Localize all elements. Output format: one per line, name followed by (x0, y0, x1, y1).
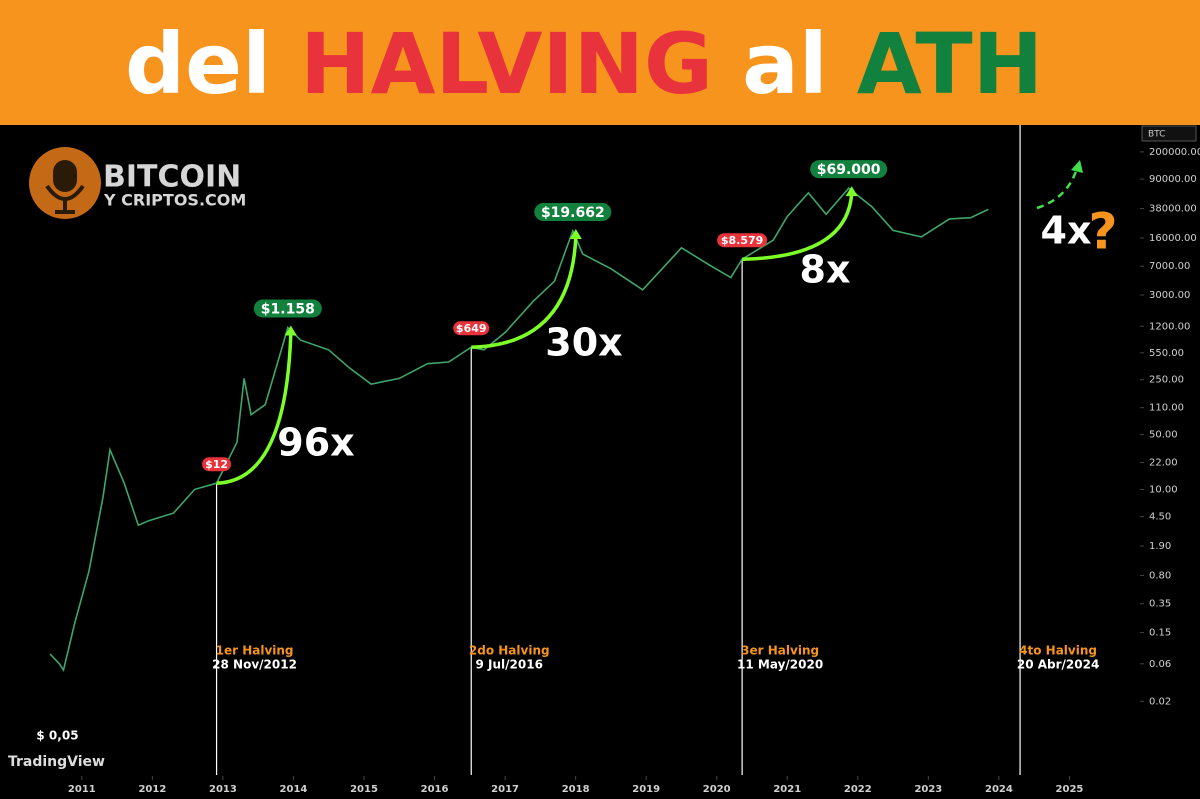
low-label: $ 0,05 (36, 729, 78, 743)
price-label: $1.158 (261, 301, 315, 317)
halving-name: 4to Halving (1019, 644, 1097, 658)
x-tick-label: 2018 (562, 784, 590, 795)
growth-arrow (742, 194, 854, 261)
multiplier: 96x (277, 421, 354, 465)
y-tick-label: 10.00 (1149, 484, 1178, 495)
x-tick-label: 2021 (773, 784, 801, 795)
x-tick-label: 2013 (209, 784, 237, 795)
growth-arrow (216, 333, 293, 485)
y-tick-label: 3000.00 (1149, 290, 1190, 301)
price-pill (810, 160, 888, 179)
logo-subtext: Y CRIPTOS.COM (103, 191, 246, 210)
x-tick-label: 2019 (632, 784, 660, 795)
y-tick-label: 4.50 (1149, 512, 1171, 523)
x-tick-label: 2016 (421, 784, 449, 795)
x-tick-label: 2023 (914, 784, 942, 795)
title-part: ATH (857, 15, 1043, 113)
y-tick-label: 7000.00 (1149, 261, 1190, 272)
y-tick-label: 1200.00 (1149, 321, 1190, 332)
x-tick-label: 2024 (985, 784, 1013, 795)
price-pill (253, 299, 322, 318)
y-tick-label: 0.02 (1149, 696, 1171, 707)
multiplier: 30x (545, 321, 622, 365)
price-label: $649 (456, 322, 487, 335)
price-pill (202, 457, 232, 472)
price-line (49, 187, 989, 672)
logo-stand (45, 184, 85, 214)
x-tick-label: 2014 (280, 784, 308, 795)
x-tick-label: 2017 (491, 784, 519, 795)
title-part: al (742, 15, 827, 113)
halving-date: 9 Jul/2016 (476, 658, 543, 672)
halving-name: 1er Halving (216, 644, 294, 658)
growth-arrow (471, 236, 578, 349)
title-part: HALVING (300, 15, 713, 113)
y-tick-label: 0.06 (1149, 659, 1171, 670)
y-tick-label: 1.90 (1149, 541, 1171, 552)
y-tick-label: 550.00 (1149, 348, 1184, 359)
arrow-head (284, 325, 297, 336)
projection-arrow (1036, 167, 1079, 210)
x-tick-label: 2022 (844, 784, 872, 795)
brand: TradingView (8, 754, 105, 770)
symbol: BTC (1148, 130, 1165, 140)
halving-date: 11 May/2020 (737, 658, 823, 672)
y-tick-label: 0.80 (1149, 571, 1171, 582)
y-tick-label: 16000.00 (1149, 233, 1197, 244)
logo: BITCOIN Y CRIPTOS.COM (29, 147, 246, 219)
logo-text: BITCOIN (103, 160, 241, 195)
halving-name: 3er Halving (741, 644, 819, 658)
y-tick-label: 38000.00 (1149, 203, 1197, 214)
arrow-head (845, 186, 858, 197)
x-tick-label: 2020 (703, 784, 731, 795)
y-tick-label: 0.15 (1149, 628, 1171, 639)
x-tick-label: 2012 (138, 784, 166, 795)
multiplier: 4x (1041, 209, 1092, 253)
y-tick-label: 22.00 (1149, 458, 1178, 469)
x-tick-label: 2015 (350, 784, 378, 795)
arrow-head (569, 228, 582, 239)
halving-date: 28 Nov/2012 (212, 658, 297, 672)
y-tick-label: 250.00 (1149, 375, 1184, 386)
question-mark: ? (1088, 203, 1117, 261)
price-pill (534, 202, 612, 221)
halving-date: 20 Abr/2024 (1017, 658, 1099, 672)
y-tick-label: 90000.00 (1149, 174, 1197, 185)
price-label: $12 (205, 458, 228, 471)
x-tick-label: 2025 (1056, 784, 1084, 795)
y-tick-label: 50.00 (1149, 430, 1178, 441)
y-tick-label: 110.00 (1149, 403, 1184, 414)
title-part: del (125, 15, 271, 113)
y-tick-label: 200000.00 (1149, 147, 1200, 158)
y-tick-label: 0.35 (1149, 599, 1171, 610)
price-pill (717, 233, 768, 248)
header (0, 0, 1200, 125)
halving-name: 2do Halving (469, 644, 550, 658)
arrow-head (1071, 160, 1083, 173)
price-pill (453, 321, 490, 336)
x-tick-label: 2011 (68, 784, 96, 795)
symbol-box[interactable] (1141, 125, 1197, 142)
price-label: $8.579 (721, 234, 763, 247)
multiplier: 8x (800, 248, 851, 292)
logo-mic (53, 160, 77, 192)
price-label: $69.000 (817, 162, 881, 178)
price-label: $19.662 (541, 205, 605, 221)
title: del HALVING al ATH (125, 15, 1043, 113)
